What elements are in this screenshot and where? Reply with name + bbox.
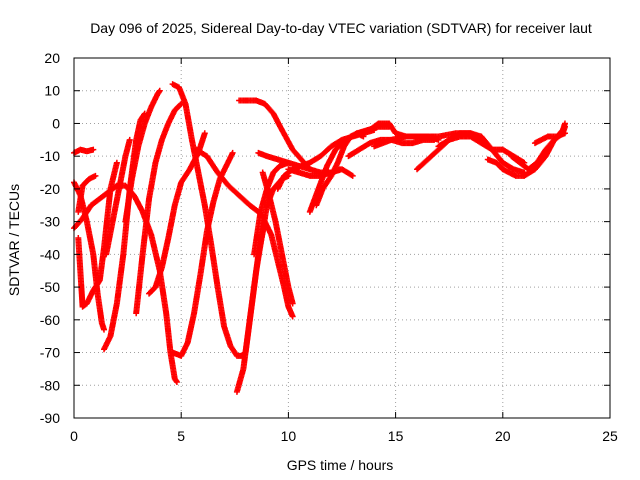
data-point xyxy=(156,87,163,94)
series-track-23 xyxy=(313,130,367,209)
x-tick-label: 10 xyxy=(281,428,297,444)
y-tick-label: -90 xyxy=(40,410,60,426)
y-tick-label: -40 xyxy=(40,246,60,262)
series-track-5 xyxy=(75,172,99,215)
y-tick-label: -60 xyxy=(40,312,60,328)
axis-ticks: 0 5 10 15 20 25 20 10 0 -10 -20 -30 -40 -50 -60 -70 -80 -… xyxy=(40,50,618,444)
chart-title: Day 096 of 2025, Sidereal Day-to-day VTE… xyxy=(90,20,592,36)
x-tick-label: 25 xyxy=(602,428,618,444)
series-track-31 xyxy=(531,130,568,147)
y-tick-label: -70 xyxy=(40,345,60,361)
data-point xyxy=(561,123,568,130)
x-tick-label: 15 xyxy=(388,428,404,444)
series-track-10 xyxy=(133,100,185,317)
data-point xyxy=(113,159,120,166)
series-track-17 xyxy=(242,218,296,356)
x-axis-label: GPS time / hours xyxy=(287,457,394,473)
data-point xyxy=(201,130,208,137)
data-point xyxy=(101,326,108,333)
series-track-11 xyxy=(169,81,249,359)
series-track-8 xyxy=(122,87,163,225)
y-tick-label: -80 xyxy=(40,377,60,393)
y-tick-label: 10 xyxy=(44,83,60,99)
y-axis-label: SDTVAR / TECUs xyxy=(6,184,22,296)
data-point xyxy=(126,136,133,143)
data-point xyxy=(90,146,97,153)
series-track-1 xyxy=(71,146,97,156)
data-point xyxy=(349,172,356,179)
y-tick-label: -50 xyxy=(40,279,60,295)
y-tick-label: -30 xyxy=(40,214,60,230)
series-track-28 xyxy=(435,130,528,176)
series-track-9 xyxy=(146,130,208,297)
series-track-12 xyxy=(169,149,236,359)
plot-frame xyxy=(73,57,611,419)
data-point xyxy=(92,172,99,179)
data-point xyxy=(561,130,568,137)
y-tick-label: -20 xyxy=(40,181,60,197)
series-track-18 xyxy=(259,169,296,307)
x-tick-label: 5 xyxy=(177,428,185,444)
series-track-7 xyxy=(103,136,133,258)
x-tick-label: 0 xyxy=(70,428,78,444)
y-tick-label: 0 xyxy=(52,115,60,131)
data-point xyxy=(173,379,180,385)
data-points xyxy=(71,81,568,395)
data-point xyxy=(229,149,236,156)
data-point xyxy=(177,101,184,108)
series-track-4 xyxy=(75,159,120,310)
data-point xyxy=(289,300,296,307)
y-tick-label: 20 xyxy=(44,50,60,66)
data-point xyxy=(289,313,296,320)
x-tick-label: 20 xyxy=(495,428,511,444)
y-tick-label: -10 xyxy=(40,148,60,164)
